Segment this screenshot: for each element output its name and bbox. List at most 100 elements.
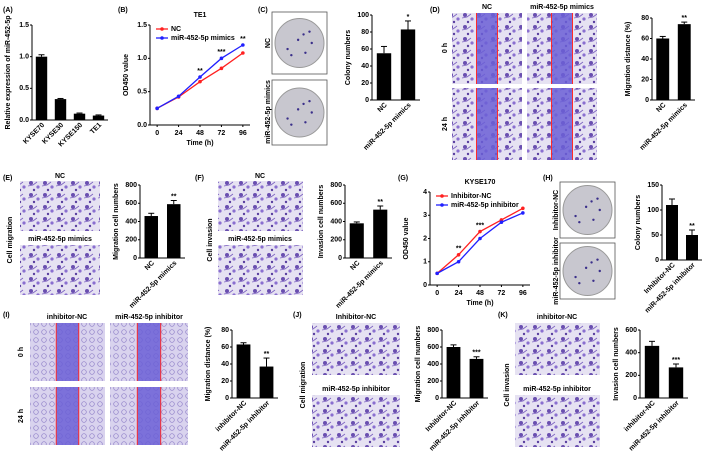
image-label: Inhibitor-NC xyxy=(336,314,376,321)
significance: ** xyxy=(378,199,384,206)
colony xyxy=(596,258,599,261)
bar xyxy=(54,99,67,120)
legend-label: NC xyxy=(171,26,181,33)
significance: *** xyxy=(476,222,484,229)
significance: ** xyxy=(171,193,177,200)
y-tick-label: 400 xyxy=(330,218,342,225)
image-label: Cell migration xyxy=(300,362,307,409)
bar xyxy=(35,56,48,120)
y-tick-label: 800 xyxy=(330,182,342,189)
y-tick-label: 1.0 xyxy=(19,54,29,61)
colony xyxy=(578,281,581,285)
series-point xyxy=(155,106,159,111)
wound-gap xyxy=(551,13,573,84)
y-tick-label: 600 xyxy=(427,344,439,351)
y-tick-label: 1.5 xyxy=(19,22,29,29)
legend-marker xyxy=(440,194,444,198)
colony xyxy=(598,269,601,273)
series-point xyxy=(435,271,439,276)
series-point xyxy=(478,229,482,234)
x-tick-label: 24 xyxy=(175,130,183,137)
significance: ** xyxy=(689,223,695,230)
panel-label: (D) xyxy=(430,7,440,14)
colony xyxy=(584,205,588,209)
series-point xyxy=(456,252,461,257)
colony xyxy=(286,47,289,51)
bar xyxy=(656,38,670,100)
transwell-photo xyxy=(515,395,600,447)
bar xyxy=(677,24,691,100)
colony xyxy=(290,53,293,57)
significance: ** xyxy=(456,246,462,253)
series-point xyxy=(198,79,202,84)
image-label: NC xyxy=(265,38,272,48)
bar xyxy=(469,358,484,398)
wound-gap xyxy=(476,88,498,160)
significance: *** xyxy=(217,49,225,56)
significance: ** xyxy=(240,36,246,43)
y-tick-label: 4 xyxy=(423,189,427,196)
transwell-photo xyxy=(218,181,303,231)
series-point xyxy=(219,56,224,61)
significance: ** xyxy=(682,15,688,22)
panel-label: (G) xyxy=(398,175,408,182)
bar xyxy=(446,347,461,398)
legend-label: miR-452-5p mimics xyxy=(171,35,235,42)
y-tick-label: 0.5 xyxy=(137,89,147,96)
y-tick-label: 1 xyxy=(423,259,427,266)
y-tick-label: 800 xyxy=(427,327,439,334)
y-tick-label: 0 xyxy=(655,257,659,264)
bar xyxy=(376,53,392,100)
colony xyxy=(290,123,293,126)
series-point xyxy=(478,236,482,241)
significance: *** xyxy=(672,357,680,364)
colony xyxy=(574,275,577,279)
transwell-photo xyxy=(312,323,400,375)
y-axis-label: Colony numbers xyxy=(635,195,642,250)
image-label: miR-452-5p inhibitor xyxy=(553,237,560,305)
y-tick-label: 100 xyxy=(357,12,369,19)
y-tick-label: 0 xyxy=(423,282,427,289)
y-tick-label: 0.0 xyxy=(137,122,147,129)
chart-title: TE1 xyxy=(194,12,207,19)
series-point xyxy=(176,94,181,99)
series-point xyxy=(241,43,245,47)
colony xyxy=(590,261,593,264)
colony xyxy=(574,214,577,218)
image-label: Cell invasion xyxy=(207,218,214,261)
y-tick-label: 20 xyxy=(221,378,229,385)
x-axis-label: Time (h) xyxy=(466,300,493,307)
y-tick-label: 2 xyxy=(423,235,427,242)
y-axis-label: OD450 value xyxy=(123,54,130,96)
plate-dish xyxy=(274,87,325,138)
transwell-photo xyxy=(218,245,303,295)
y-tick-label: 40 xyxy=(641,56,649,63)
y-axis-label: OD450 value xyxy=(403,217,410,259)
y-axis-label: Colony numbers xyxy=(345,30,352,85)
bar xyxy=(373,209,388,258)
legend-marker xyxy=(160,27,164,31)
colony xyxy=(308,30,311,33)
legend-marker xyxy=(440,203,444,207)
colony xyxy=(598,208,601,212)
image-label: miR-452-5p inhibitor xyxy=(523,386,591,393)
series-point xyxy=(198,75,202,79)
y-tick-label: 200 xyxy=(330,237,342,244)
image-label: miR-452-5p mimics xyxy=(28,236,92,243)
y-tick-label: 80 xyxy=(361,29,369,36)
colony xyxy=(590,200,593,203)
colony xyxy=(596,197,599,200)
y-tick-label: 0 xyxy=(338,255,342,262)
image-label: 0 h xyxy=(442,43,449,53)
x-tick-label: miR-452-5p inhibitor xyxy=(628,400,681,453)
y-tick-label: 80 xyxy=(641,15,649,22)
y-tick-label: 60 xyxy=(641,35,649,42)
x-tick-label: miR-452-5p mimics xyxy=(335,260,385,310)
y-tick-label: 0 xyxy=(435,395,439,402)
bar xyxy=(259,366,274,398)
panel-label: (E) xyxy=(3,175,12,182)
image-label: miR-452-5p inhibitor xyxy=(115,314,183,321)
y-tick-label: 0.0 xyxy=(19,117,29,124)
transwell-photo xyxy=(312,395,400,447)
panel-label: (A) xyxy=(3,7,13,14)
